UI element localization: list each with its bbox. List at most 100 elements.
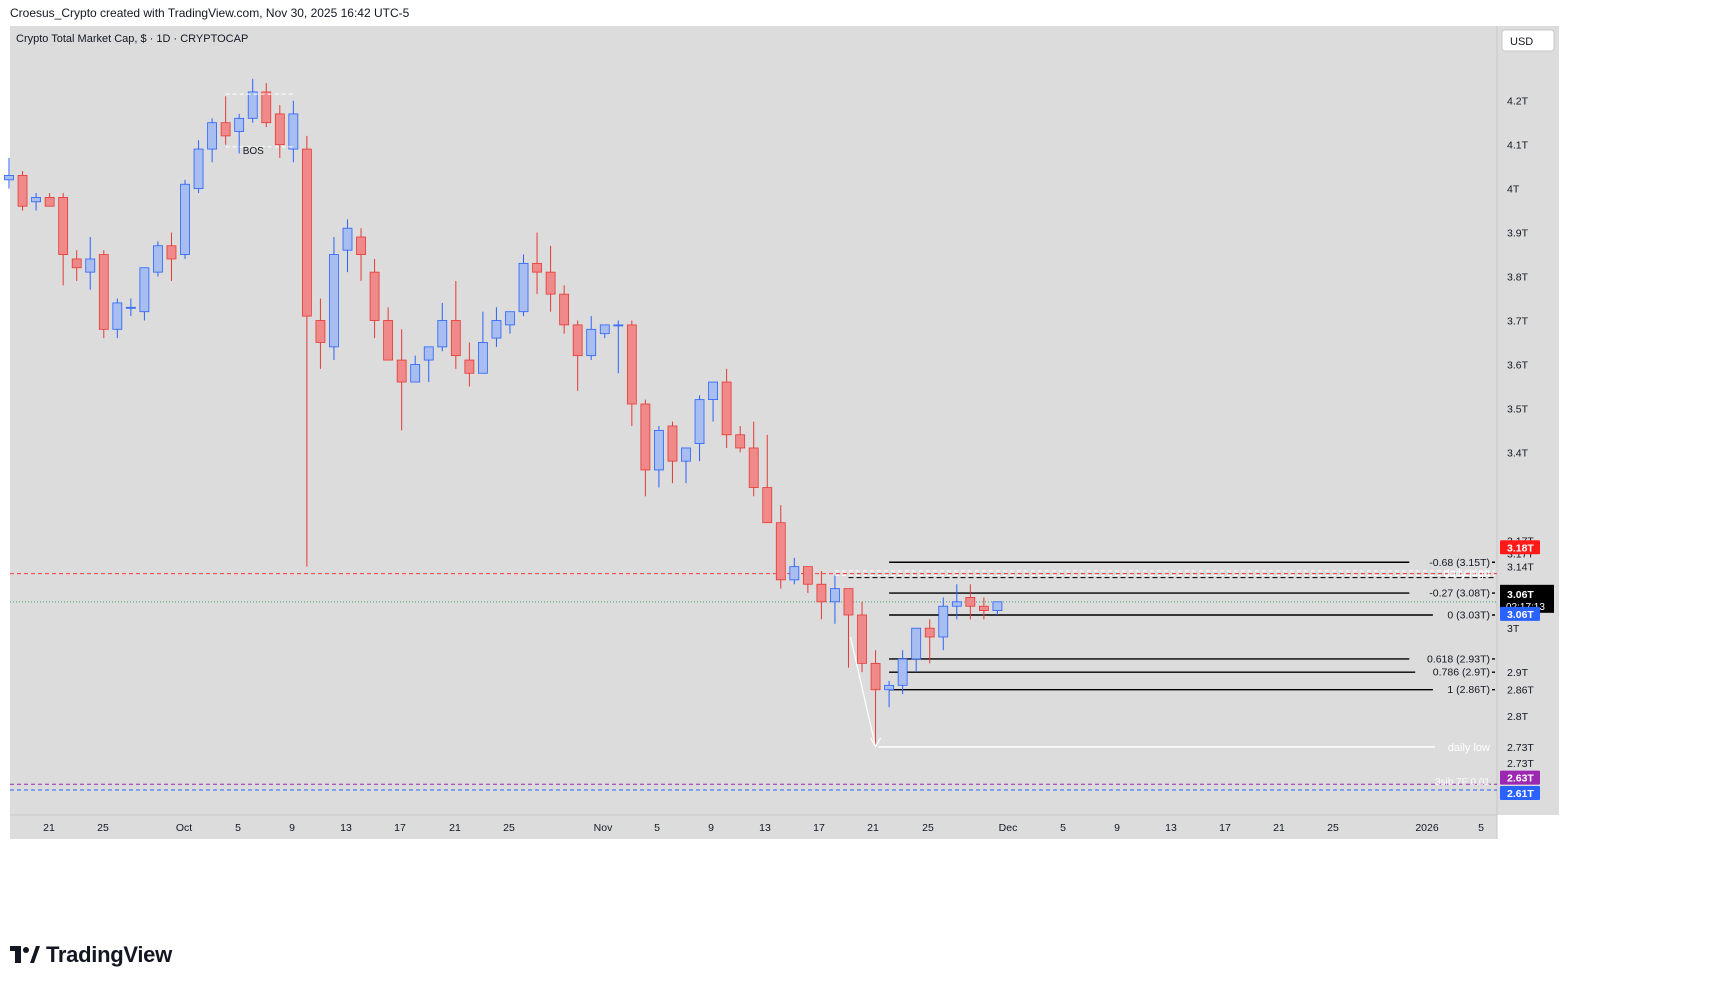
y-tick-label-12: 3T	[1507, 623, 1520, 635]
candle-54	[735, 425, 746, 453]
candle-13	[180, 179, 190, 259]
price-badge-bg-3	[1500, 770, 1540, 785]
candle-30	[410, 355, 421, 383]
y-tick-label-6: 3.6T	[1507, 359, 1529, 371]
candle-39	[532, 232, 542, 295]
candle-10	[139, 267, 150, 321]
candle-32	[437, 302, 448, 352]
candle-25	[342, 219, 353, 273]
price-badge-text-0: 3.18T	[1507, 542, 1534, 554]
x-tick-label-0: 21	[43, 822, 55, 834]
price-badge-4: 2.61T	[1500, 786, 1540, 801]
candle-20	[274, 105, 285, 158]
candle-body-73	[992, 601, 1003, 612]
candle-body-58	[789, 566, 800, 581]
candle-body-33	[450, 320, 461, 357]
candle-23	[315, 298, 326, 369]
candle-body-47	[640, 403, 651, 471]
fib-label-bg-2	[1432, 609, 1492, 621]
time-axis-background	[10, 815, 1497, 839]
candle-26	[356, 228, 366, 281]
candle-28	[383, 307, 394, 361]
candle-57	[775, 505, 786, 589]
candle-body-21	[288, 113, 299, 150]
candle-body-54	[735, 434, 746, 449]
currency-label: USD	[1510, 36, 1533, 48]
candle-46	[626, 320, 637, 426]
candle-47	[640, 399, 651, 497]
y-tick-label-15: 2.8T	[1507, 711, 1529, 723]
candle-37	[505, 311, 515, 334]
fib-label-bg-3	[1409, 652, 1492, 664]
x-tick-label-4: 9	[289, 822, 295, 834]
candle-body-46	[626, 324, 637, 405]
candle-5	[71, 250, 82, 281]
fib-label-1: -0.27 (3.08T)	[1429, 588, 1490, 600]
candle-body-59	[802, 566, 813, 585]
candle-71	[965, 584, 976, 620]
candle-body-43	[586, 328, 597, 357]
price-badge-0: 3.18T	[1500, 540, 1540, 555]
candle-body-50	[681, 447, 691, 462]
tradingview-brand[interactable]: TradingView	[10, 940, 172, 970]
x-tick-label-2: Oct	[176, 822, 192, 834]
x-tick-label-19: 13	[1165, 822, 1177, 834]
price-badge-text-3: 2.63T	[1507, 773, 1534, 785]
daily-high-label: daily high	[1444, 568, 1490, 580]
candle-24	[329, 236, 339, 361]
candle-body-38	[518, 262, 529, 313]
candle-15	[207, 118, 218, 163]
candle-body-13	[180, 183, 190, 255]
fib-label-bg-1	[1409, 587, 1492, 599]
candle-22	[301, 135, 312, 567]
candle-body-42	[572, 324, 583, 357]
candle-62	[843, 588, 854, 668]
candle-body-14	[193, 148, 204, 190]
candle-body-16	[220, 122, 231, 137]
candle-73	[992, 601, 1003, 616]
candle-53	[721, 368, 732, 448]
x-tick-label-6: 17	[394, 822, 406, 834]
candle-body-4	[58, 197, 69, 255]
candle-8	[112, 298, 123, 339]
candle-72	[978, 597, 989, 620]
candle-body-29	[396, 359, 407, 383]
candle-63	[857, 601, 867, 673]
candle-67	[911, 627, 922, 673]
candle-body-10	[139, 267, 150, 313]
price-badge-3: 2.63T	[1500, 770, 1540, 785]
candle-body-30	[410, 364, 421, 383]
candle-18	[247, 78, 258, 123]
candle-body-3	[44, 197, 55, 207]
candle-body-60	[816, 583, 827, 603]
candle-64	[870, 650, 881, 747]
fib-label-0: -0.68 (3.15T)	[1429, 557, 1490, 569]
fib-label-bg-0	[1409, 556, 1492, 568]
candle-body-22	[301, 148, 312, 317]
x-tick-label-17: 5	[1060, 822, 1066, 834]
x-tick-label-7: 21	[449, 822, 461, 834]
fib-label-3: 0.618 (2.93T)	[1427, 653, 1490, 665]
candle-body-31	[423, 346, 434, 361]
y-tick-label-2: 4T	[1507, 184, 1520, 196]
currency-button[interactable]: USD	[1501, 29, 1555, 52]
x-tick-label-18: 9	[1114, 822, 1120, 834]
candle-body-20	[274, 113, 285, 146]
candle-51	[694, 395, 705, 462]
y-tick-extra-label-1: 2.73T	[1507, 758, 1534, 770]
tradingview-wordmark: TradingView	[46, 942, 172, 967]
x-tick-label-21: 21	[1273, 822, 1285, 834]
fibonacci-levels: -0.68 (3.15T) -0.27 (3.08T) 0 (3.03T) 0.618…	[848, 556, 1495, 696]
candle-58	[789, 557, 800, 585]
candle-body-69	[938, 605, 949, 638]
candle-31	[423, 346, 434, 383]
x-tick-label-16: Dec	[999, 822, 1018, 834]
candle-52	[708, 381, 718, 422]
candle-body-52	[708, 381, 718, 401]
price-badge-text-4: 2.61T	[1507, 788, 1534, 800]
candle-body-61	[830, 588, 840, 603]
candle-43	[586, 316, 597, 361]
x-tick-label-14: 21	[867, 822, 879, 834]
x-tick-label-23: 2026	[1415, 822, 1439, 834]
